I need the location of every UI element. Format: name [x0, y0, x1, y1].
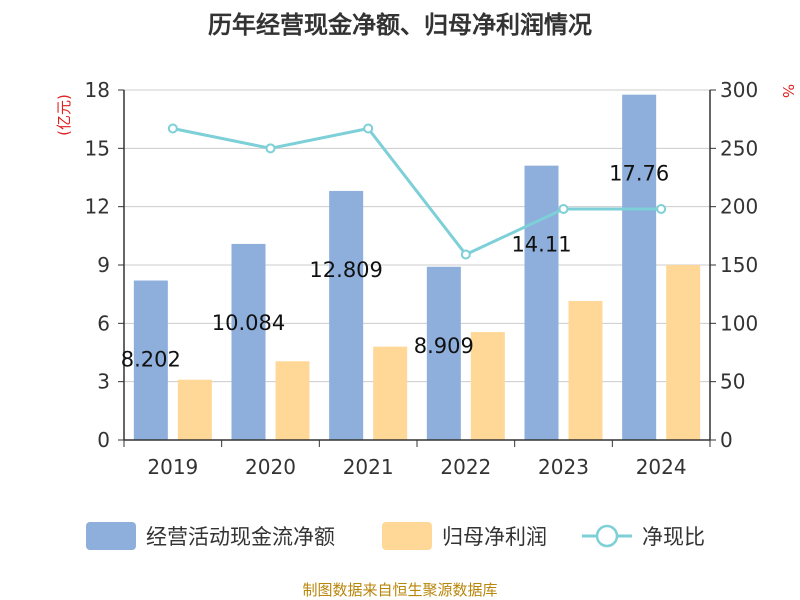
ratio-point	[656, 204, 667, 214]
y-right-tick-label: 0	[720, 428, 733, 452]
y-left-tick-label: 3	[97, 370, 110, 394]
bar-net-profit	[373, 346, 408, 440]
y-right-tick-label: 50	[720, 370, 745, 394]
ratio-polyline	[172, 126, 662, 257]
x-tick-label: 2020	[245, 455, 296, 479]
grid	[124, 89, 710, 383]
data-label-cash-flow: 10.084	[212, 311, 285, 335]
y-right-tick-label: 300	[720, 78, 758, 102]
data-label-cash-flow: 12.809	[309, 258, 382, 282]
ratio-point	[558, 204, 569, 214]
ratio-point	[460, 249, 471, 260]
ratio-point	[363, 123, 374, 134]
x-tick-label: 2024	[636, 455, 687, 479]
x-tick-label: 2023	[538, 455, 589, 479]
bar-net-profit	[470, 332, 505, 440]
ratio-point	[265, 143, 276, 154]
bar-net-profit	[568, 300, 603, 440]
legend-swatch-ratio-marker[interactable]	[595, 524, 619, 548]
legend-swatch-cash[interactable]	[86, 522, 136, 550]
bar-net-profit	[275, 361, 310, 440]
y-right-tick-label: 100	[720, 311, 758, 335]
y-left-unit: (亿元)	[55, 94, 73, 136]
x-tick-label: 2019	[147, 455, 198, 479]
bar-cash-flow	[133, 280, 168, 440]
legend-label-ratio[interactable]: 净现比	[642, 525, 705, 549]
data-label-cash-flow: 8.909	[414, 334, 474, 358]
y-left-tick-label: 0	[97, 428, 110, 452]
y-right-unit: %	[779, 84, 797, 98]
source-note: 制图数据来自恒生聚源数据库	[302, 581, 497, 599]
y-right-tick-label: 250	[720, 136, 758, 160]
bar-net-profit	[666, 265, 701, 440]
data-label-cash-flow: 17.76	[609, 162, 669, 186]
data-label-cash-flow: 8.202	[121, 348, 181, 372]
ratio-point	[167, 123, 178, 134]
data-label-cash-flow: 14.11	[511, 233, 571, 257]
bar-cash-flow	[524, 165, 559, 440]
data-labels: 8.202 10.084 12.809 8.909 14.11 17.76	[121, 162, 669, 372]
legend-label-cash[interactable]: 经营活动现金流净额	[146, 525, 335, 549]
bars	[133, 94, 701, 441]
x-tick-label: 2021	[343, 455, 394, 479]
chart-title: 历年经营现金净额、归母净利润情况	[208, 11, 592, 39]
legend-label-profit[interactable]: 归母净利润	[442, 525, 547, 549]
bar-cash-flow	[231, 243, 266, 440]
y-right-tick-label: 200	[720, 195, 758, 219]
bar-cash-flow	[426, 266, 461, 440]
bar-cash-flow	[622, 94, 657, 441]
bar-net-profit	[177, 379, 212, 440]
y-left-tick-label: 18	[85, 78, 110, 102]
legend: 经营活动现金流净额 归母净利润 净现比	[86, 522, 705, 550]
bar-cash-flow	[329, 190, 364, 440]
ratio-line	[167, 123, 667, 260]
axes: 0 3 6 9 12 15 18 0 50 100 150 200 250 300 2019 2020 2021…	[85, 78, 759, 479]
y-right-tick-label: 150	[720, 253, 758, 277]
y-left-tick-label: 6	[97, 311, 110, 335]
x-tick-label: 2022	[440, 455, 491, 479]
legend-swatch-profit[interactable]	[382, 522, 432, 550]
y-left-tick-label: 15	[85, 136, 110, 160]
y-left-tick-label: 12	[85, 195, 110, 219]
y-left-tick-label: 9	[97, 253, 110, 277]
